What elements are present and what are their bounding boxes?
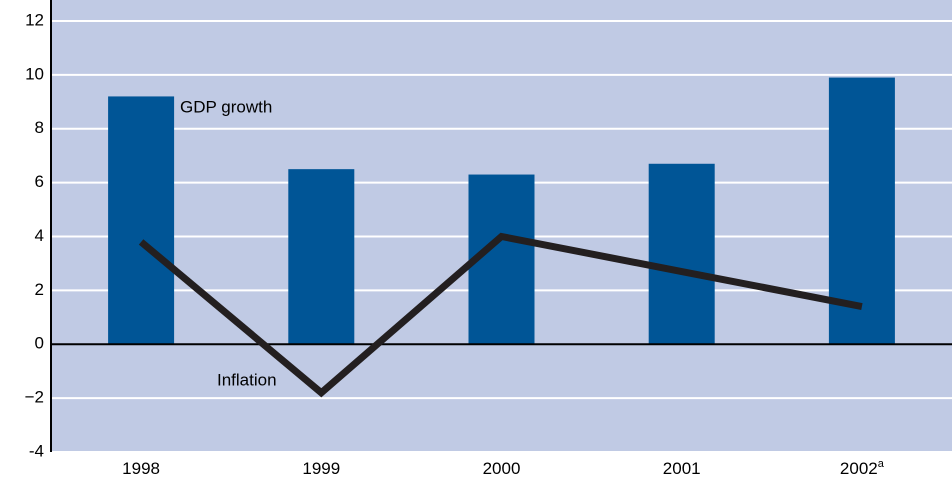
x-tick-superscript: a <box>878 458 885 470</box>
y-tick-label: -4 <box>29 441 44 460</box>
y-tick-label: 4 <box>35 226 44 245</box>
x-tick-label: 1998 <box>122 459 160 478</box>
y-tick-label: 10 <box>25 64 44 83</box>
x-tick-label-text: 1998 <box>122 459 160 478</box>
x-tick-label-text: 1999 <box>302 459 340 478</box>
x-tick-label-text: 2001 <box>663 459 701 478</box>
y-tick-label: 12 <box>25 10 44 29</box>
x-tick-label: 2002a <box>840 458 885 479</box>
x-tick-label-text: 2000 <box>483 459 521 478</box>
y-tick-label: 0 <box>35 334 44 353</box>
x-tick-label: 2001 <box>663 459 701 478</box>
x-tick-label: 1999 <box>302 459 340 478</box>
y-tick-label: 8 <box>35 118 44 137</box>
y-tick-label: 2 <box>35 280 44 299</box>
x-tick-label: 2000 <box>483 459 521 478</box>
bar <box>288 169 355 345</box>
bar <box>108 96 175 345</box>
series-label: GDP growth <box>180 97 272 116</box>
y-tick-label: −2 <box>25 388 44 407</box>
y-tick-label: 6 <box>35 172 44 191</box>
line <box>138 232 863 398</box>
series-label: Inflation <box>217 370 277 389</box>
bar <box>648 163 715 345</box>
x-tick-label-text: 2002 <box>840 459 878 478</box>
